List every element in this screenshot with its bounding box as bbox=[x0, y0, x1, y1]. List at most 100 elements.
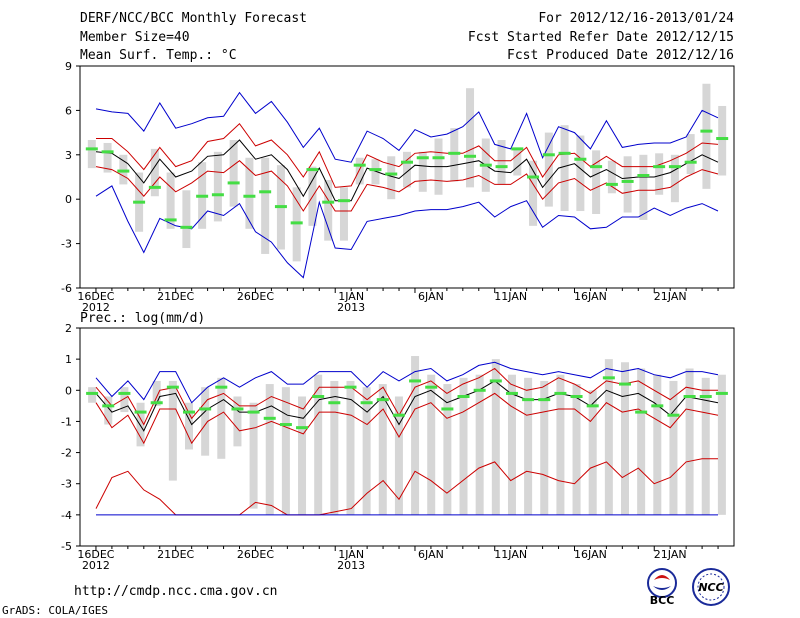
prec-median bbox=[586, 404, 599, 408]
prec-median bbox=[522, 398, 535, 402]
temp-xtick-label: 11JAN bbox=[494, 290, 527, 303]
temp-box bbox=[607, 160, 616, 194]
prec-box bbox=[346, 380, 355, 515]
ncc-logo: NCC bbox=[692, 568, 730, 606]
prec-median bbox=[312, 395, 325, 399]
prec-median bbox=[231, 407, 244, 411]
temp-median bbox=[479, 163, 492, 167]
temp-box bbox=[387, 156, 396, 200]
prec-box bbox=[427, 374, 436, 515]
temp-median bbox=[85, 147, 98, 151]
temp-box bbox=[339, 187, 348, 241]
prec-ytick-label: 2 bbox=[65, 322, 72, 335]
prec-box bbox=[669, 380, 678, 515]
prec-median bbox=[602, 376, 615, 380]
prec-median bbox=[619, 382, 631, 386]
temp-xtick-label: 1JAN bbox=[338, 290, 364, 303]
prec-median bbox=[699, 395, 712, 399]
prec-box bbox=[249, 402, 258, 509]
temp-ytick-label: 3 bbox=[65, 149, 72, 162]
prec-ytick-label: 1 bbox=[65, 353, 72, 366]
prec-ytick-label: -3 bbox=[61, 478, 72, 491]
temp-xtick-label: 16JAN bbox=[574, 290, 607, 303]
prec-median bbox=[457, 395, 470, 399]
temp-line-min bbox=[95, 185, 719, 279]
temp-median bbox=[605, 182, 618, 186]
temp-median bbox=[322, 200, 335, 204]
temp-median bbox=[716, 137, 729, 141]
prec-xtick-label: 16DEC bbox=[77, 548, 114, 561]
prec-box bbox=[281, 387, 290, 515]
temp-box bbox=[418, 151, 427, 192]
prec-box bbox=[185, 402, 193, 450]
prec-box bbox=[378, 384, 387, 515]
prec-box bbox=[701, 377, 710, 515]
temp-median bbox=[432, 156, 445, 160]
prec-box bbox=[653, 374, 662, 515]
prec-xtick-label: 1JAN bbox=[338, 548, 364, 561]
temp-box bbox=[623, 156, 632, 213]
prec-box bbox=[604, 359, 613, 515]
prec-box bbox=[120, 387, 129, 413]
temp-box bbox=[87, 140, 96, 169]
prec-box bbox=[201, 387, 210, 456]
temp-ytick-label: 9 bbox=[65, 60, 72, 73]
temp-median bbox=[196, 194, 209, 198]
prec-median bbox=[441, 407, 454, 411]
prec-median bbox=[425, 385, 438, 389]
ncc-logo-text: NCC bbox=[698, 581, 723, 594]
temp-median bbox=[227, 181, 240, 185]
temp-median bbox=[527, 175, 540, 179]
temp-median bbox=[290, 221, 303, 225]
prec-median bbox=[489, 379, 502, 383]
temp-box bbox=[670, 154, 679, 203]
temp-median bbox=[133, 200, 146, 204]
prec-median bbox=[166, 385, 179, 389]
prec-median bbox=[538, 398, 551, 402]
prec-box bbox=[540, 380, 549, 515]
prec-ytick-label: -1 bbox=[61, 415, 72, 428]
prec-box bbox=[136, 402, 145, 447]
temp-box bbox=[182, 190, 191, 249]
temp-median bbox=[401, 160, 413, 164]
temp-ytick-label: -6 bbox=[61, 282, 72, 295]
prec-median bbox=[505, 391, 518, 395]
prec-median bbox=[247, 410, 260, 414]
prec-box bbox=[411, 356, 420, 515]
temp-line-mean bbox=[95, 139, 719, 202]
temp-box bbox=[655, 153, 664, 195]
temp-xtick-year: 2012 bbox=[82, 301, 110, 314]
prec-box bbox=[233, 396, 242, 447]
bcc-logo-text: BCC bbox=[650, 594, 675, 606]
prec-median bbox=[279, 423, 292, 427]
temp-median bbox=[243, 194, 256, 198]
temp-frame bbox=[79, 65, 735, 289]
prec-median bbox=[683, 395, 696, 399]
prec-median bbox=[344, 385, 357, 389]
prec-median bbox=[199, 407, 212, 411]
prec-median bbox=[263, 416, 276, 420]
prec-median bbox=[651, 404, 664, 408]
temp-median bbox=[164, 218, 177, 222]
temp-box bbox=[529, 160, 538, 226]
temp-box bbox=[497, 140, 506, 185]
prec-box bbox=[459, 377, 468, 515]
temp-median bbox=[259, 190, 272, 194]
prec-median bbox=[667, 413, 680, 417]
temp-box bbox=[560, 125, 569, 212]
prec-line-max bbox=[95, 361, 719, 404]
fcst-produced-date: Fcst Produced Date 2012/12/16 bbox=[507, 48, 734, 63]
prec-box bbox=[330, 380, 339, 515]
temp-xtick-label: 16DEC bbox=[77, 290, 114, 303]
source-url[interactable]: http://cmdp.ncc.cma.gov.cn bbox=[74, 584, 278, 599]
temp-box bbox=[592, 150, 601, 214]
temp-median bbox=[621, 179, 634, 183]
temp-box bbox=[229, 140, 238, 207]
prec-box bbox=[298, 396, 307, 515]
temp-box bbox=[355, 157, 364, 185]
prec-median bbox=[715, 391, 728, 395]
temp-median bbox=[337, 199, 350, 203]
prec-box bbox=[491, 359, 500, 515]
temp-xtick-label: 6JAN bbox=[418, 290, 444, 303]
